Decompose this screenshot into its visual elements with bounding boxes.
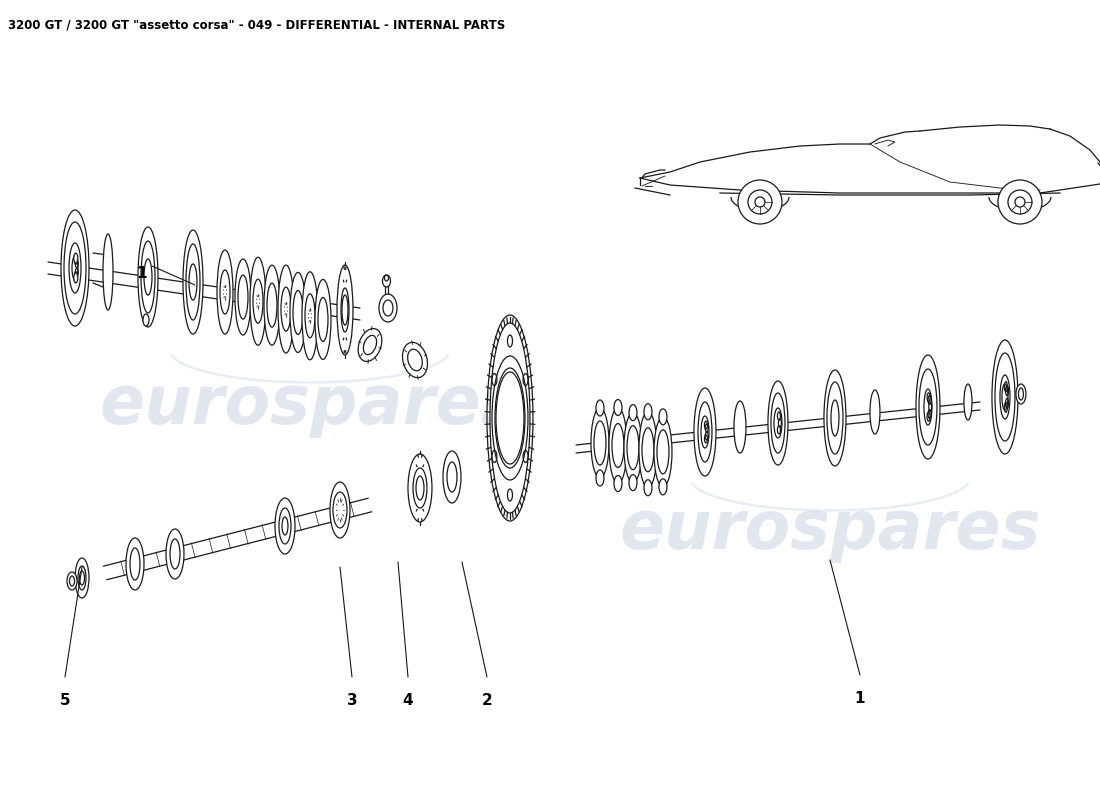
Ellipse shape: [217, 250, 233, 334]
Ellipse shape: [644, 480, 652, 496]
Ellipse shape: [278, 265, 294, 353]
Ellipse shape: [659, 409, 667, 425]
Ellipse shape: [290, 273, 306, 353]
Ellipse shape: [75, 558, 89, 598]
Ellipse shape: [964, 384, 972, 420]
Text: 5: 5: [59, 693, 70, 708]
Ellipse shape: [166, 529, 184, 579]
Ellipse shape: [824, 370, 846, 466]
Ellipse shape: [774, 408, 782, 438]
Ellipse shape: [1000, 375, 1010, 419]
Ellipse shape: [609, 407, 627, 483]
Ellipse shape: [79, 571, 85, 585]
Ellipse shape: [496, 372, 524, 464]
Ellipse shape: [614, 475, 622, 491]
Ellipse shape: [379, 294, 397, 322]
Ellipse shape: [302, 272, 318, 360]
Ellipse shape: [1016, 384, 1026, 404]
Ellipse shape: [408, 454, 432, 522]
Ellipse shape: [403, 342, 428, 378]
Ellipse shape: [591, 408, 609, 478]
Text: eurospares: eurospares: [619, 497, 1041, 563]
Ellipse shape: [768, 381, 788, 465]
Ellipse shape: [639, 412, 657, 488]
Text: 1: 1: [136, 266, 147, 281]
Ellipse shape: [614, 399, 622, 415]
Ellipse shape: [138, 227, 158, 327]
Text: eurospares: eurospares: [99, 372, 520, 438]
Ellipse shape: [282, 517, 288, 535]
Text: 4: 4: [403, 693, 414, 708]
Ellipse shape: [624, 413, 642, 482]
Ellipse shape: [342, 295, 348, 325]
Ellipse shape: [69, 243, 81, 293]
Circle shape: [748, 190, 772, 214]
Circle shape: [998, 180, 1042, 224]
Circle shape: [738, 180, 782, 224]
Ellipse shape: [629, 474, 637, 490]
Ellipse shape: [596, 470, 604, 486]
Circle shape: [1015, 197, 1025, 207]
Ellipse shape: [183, 230, 204, 334]
Ellipse shape: [103, 234, 113, 310]
Ellipse shape: [916, 355, 940, 459]
Ellipse shape: [992, 340, 1018, 454]
Ellipse shape: [924, 389, 932, 425]
Circle shape: [1008, 190, 1032, 214]
Ellipse shape: [143, 314, 148, 326]
Ellipse shape: [60, 210, 89, 326]
Ellipse shape: [67, 572, 77, 590]
Ellipse shape: [315, 279, 331, 359]
Text: 3200 GT / 3200 GT "assetto corsa" - 049 - DIFFERENTIAL - INTERNAL PARTS: 3200 GT / 3200 GT "assetto corsa" - 049 …: [8, 18, 505, 31]
Ellipse shape: [412, 468, 427, 508]
Circle shape: [755, 197, 764, 207]
Ellipse shape: [359, 329, 382, 362]
Ellipse shape: [629, 405, 637, 421]
Text: 2: 2: [482, 693, 493, 708]
Ellipse shape: [74, 253, 78, 263]
Ellipse shape: [383, 275, 390, 287]
Ellipse shape: [337, 265, 353, 355]
Ellipse shape: [654, 417, 672, 487]
Ellipse shape: [189, 264, 197, 300]
Ellipse shape: [490, 323, 530, 513]
Ellipse shape: [644, 404, 652, 420]
Ellipse shape: [830, 400, 839, 436]
Ellipse shape: [870, 390, 880, 434]
Ellipse shape: [734, 401, 746, 453]
Text: 3: 3: [346, 693, 358, 708]
Ellipse shape: [74, 273, 78, 283]
Text: 1: 1: [855, 691, 866, 706]
Ellipse shape: [694, 388, 716, 476]
Ellipse shape: [264, 265, 280, 345]
Ellipse shape: [701, 416, 710, 448]
Ellipse shape: [235, 259, 251, 335]
Ellipse shape: [250, 258, 266, 346]
Ellipse shape: [144, 259, 152, 295]
Ellipse shape: [596, 400, 604, 416]
Ellipse shape: [443, 451, 461, 503]
Ellipse shape: [275, 498, 295, 554]
Ellipse shape: [659, 479, 667, 495]
Ellipse shape: [330, 482, 350, 538]
Ellipse shape: [492, 356, 528, 480]
Ellipse shape: [126, 538, 144, 590]
